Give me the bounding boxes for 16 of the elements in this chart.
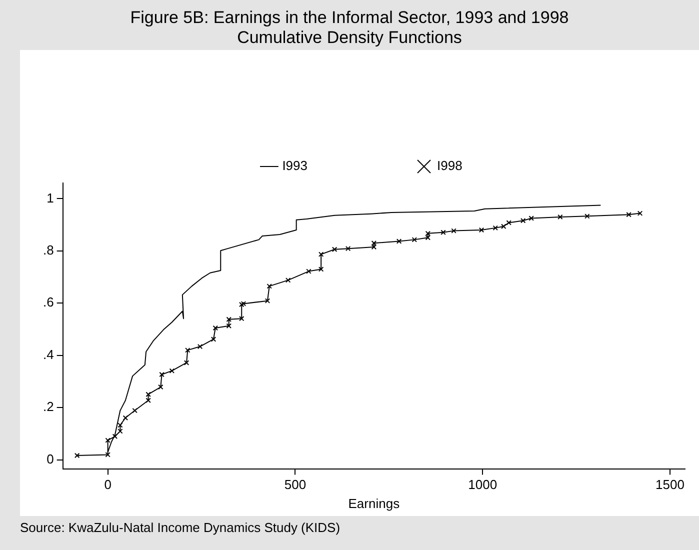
source-note: Source: KwaZulu-Natal Income Dynamics Study (KIDS): [19, 519, 342, 535]
x-axis-title: Earnings: [348, 496, 400, 511]
x-tick-label: 1500: [656, 477, 684, 492]
x-tick-label: 0: [104, 477, 112, 492]
y-tick-label: .2: [43, 399, 54, 414]
y-tick-label: .6: [43, 294, 54, 310]
y-tick-label: 0: [46, 451, 54, 466]
y-tick-label: .4: [43, 347, 54, 362]
x-tick-label: 500: [284, 477, 306, 492]
y-tick-label: .8: [43, 242, 54, 258]
chart-title: Figure 5B: Earnings in the Informal Sector, 1993 and 1998: [129, 8, 570, 28]
x-tick-label: 1000: [468, 477, 498, 492]
y-tick-label: 1: [46, 190, 54, 206]
chart-subtitle: Cumulative Density Functions: [236, 28, 463, 48]
legend-label: I993: [282, 158, 308, 174]
legend-label: I998: [437, 158, 462, 174]
